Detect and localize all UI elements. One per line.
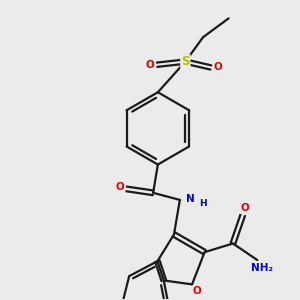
Text: N: N — [187, 194, 195, 204]
Text: H: H — [200, 199, 207, 208]
Text: O: O — [146, 60, 154, 70]
Text: O: O — [214, 62, 222, 73]
Text: O: O — [192, 286, 201, 296]
Text: S: S — [181, 55, 190, 68]
Text: O: O — [240, 203, 249, 213]
Text: O: O — [116, 182, 124, 192]
Text: NH₂: NH₂ — [251, 263, 273, 273]
